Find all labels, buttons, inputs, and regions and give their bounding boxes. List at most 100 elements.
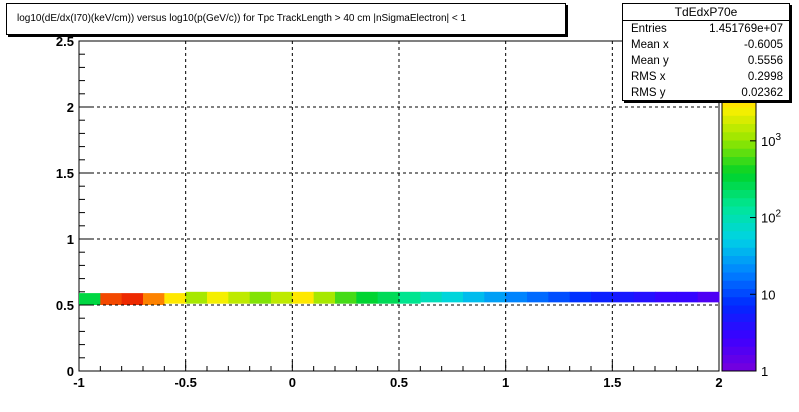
heatmap-cell bbox=[121, 293, 144, 305]
palette-cell bbox=[722, 123, 756, 133]
palette-cell bbox=[722, 98, 756, 108]
palette-cell bbox=[722, 280, 756, 289]
palette-cell bbox=[722, 354, 756, 364]
y-tick-label: 2.5 bbox=[56, 34, 74, 49]
palette-cell bbox=[722, 148, 756, 157]
heatmap-cell bbox=[655, 291, 677, 303]
heatmap-cell bbox=[612, 291, 635, 303]
palette-cell bbox=[722, 321, 756, 331]
palette-cell bbox=[722, 131, 756, 141]
heatmap-cell bbox=[185, 291, 208, 304]
y-tick-label: 1 bbox=[67, 232, 74, 247]
heatmap-cell bbox=[249, 291, 272, 304]
palette-cell bbox=[722, 214, 756, 223]
palette-cell bbox=[722, 156, 756, 166]
stats-row-rms-x: RMS x 0.2998 bbox=[623, 69, 789, 85]
heatmap-cell bbox=[228, 291, 251, 304]
stats-title: TdEdxP70e bbox=[623, 4, 789, 21]
palette-label: 102 bbox=[761, 209, 781, 226]
palette-cell bbox=[722, 313, 756, 322]
palette-cell bbox=[722, 189, 756, 199]
palette-cell bbox=[722, 239, 756, 248]
palette-cell bbox=[722, 272, 756, 281]
x-tick-labels: -1 -0.5 0 0.5 1 1.5 2 bbox=[73, 375, 722, 390]
stats-label: Mean x bbox=[631, 39, 669, 51]
x-tick-label: 2 bbox=[715, 375, 722, 390]
palette-cell bbox=[722, 338, 756, 347]
stats-value: 0.5556 bbox=[747, 55, 783, 67]
palette-cell bbox=[722, 181, 756, 190]
stats-value: 1.451769e+07 bbox=[709, 23, 783, 35]
y-tick-label: 0 bbox=[67, 364, 74, 379]
grid-lines bbox=[79, 41, 719, 371]
chart-title: log10(dE/dx(I70)(keV/cm)) versus log10(p… bbox=[17, 13, 467, 24]
stats-value: -0.6005 bbox=[743, 39, 783, 51]
palette-cell bbox=[722, 255, 756, 265]
heatmap-cell bbox=[335, 291, 357, 304]
y-tick-label: 0.5 bbox=[56, 298, 74, 313]
palette-label: 10 bbox=[761, 287, 775, 302]
heatmap-cell bbox=[569, 291, 592, 303]
heatmap-cell bbox=[292, 291, 315, 304]
stats-row-mean-y: Mean y 0.5556 bbox=[623, 53, 789, 69]
stats-value: 0.2998 bbox=[747, 71, 783, 83]
x-tick-label: -0.5 bbox=[174, 375, 196, 390]
palette-cell bbox=[722, 230, 756, 240]
stats-label: RMS y bbox=[631, 87, 666, 99]
stats-label: Entries bbox=[631, 23, 667, 35]
palette-cell bbox=[722, 247, 756, 256]
x-tick-label: 1 bbox=[502, 375, 509, 390]
heatmap-cell bbox=[463, 291, 485, 303]
heatmap-cell bbox=[548, 291, 571, 303]
stats-value: 0.02362 bbox=[741, 87, 783, 99]
palette-label: 103 bbox=[761, 132, 781, 149]
heatmap-band bbox=[79, 291, 720, 305]
stats-box: TdEdxP70e Entries 1.451769e+07 Mean x -0.6… bbox=[622, 3, 790, 101]
heatmap-cell bbox=[164, 293, 187, 304]
stats-label: Mean y bbox=[631, 55, 669, 67]
palette-cell bbox=[722, 206, 756, 215]
stats-row-entries: Entries 1.451769e+07 bbox=[623, 21, 789, 37]
heatmap-cell bbox=[79, 293, 101, 305]
heatmap-cell bbox=[356, 291, 379, 304]
heatmap-cell bbox=[207, 291, 229, 304]
palette-cell bbox=[722, 164, 756, 174]
heatmap-cell bbox=[527, 291, 549, 303]
heatmap-cell bbox=[441, 291, 464, 303]
palette-cell bbox=[722, 197, 756, 207]
x-tick-label: 1.5 bbox=[603, 375, 621, 390]
heatmap-cell bbox=[271, 291, 293, 304]
palette-cell bbox=[722, 115, 756, 124]
heatmap-cell bbox=[697, 291, 720, 303]
stats-row-rms-y: RMS y 0.02362 bbox=[623, 85, 789, 101]
palette-cell bbox=[722, 173, 756, 182]
palette-label: 1 bbox=[761, 364, 768, 379]
heatmap-cell bbox=[420, 291, 443, 303]
palette-cell bbox=[722, 346, 756, 355]
y-tick-labels: 0 0.5 1 1.5 2 2.5 bbox=[56, 34, 74, 379]
x-tick-label: -1 bbox=[73, 375, 85, 390]
palette-cell bbox=[722, 329, 756, 339]
stats-row-mean-x: Mean x -0.6005 bbox=[623, 37, 789, 53]
stats-label: RMS x bbox=[631, 71, 666, 83]
axis-ticks bbox=[78, 40, 720, 372]
y-tick-label: 1.5 bbox=[56, 166, 74, 181]
palette-cell bbox=[722, 222, 756, 232]
palette-cell bbox=[722, 107, 756, 116]
heatmap-cell bbox=[505, 291, 528, 303]
heatmap-cell bbox=[313, 291, 336, 304]
palette-cell bbox=[722, 263, 756, 273]
palette-cell bbox=[722, 305, 756, 314]
heatmap-cell bbox=[143, 293, 165, 305]
palette-cell bbox=[722, 296, 756, 306]
heatmap-cell bbox=[591, 291, 613, 303]
y-tick-label: 2 bbox=[67, 100, 74, 115]
title-box: log10(dE/dx(I70)(keV/cm)) versus log10(p… bbox=[6, 3, 566, 35]
heatmap-cell bbox=[484, 291, 507, 303]
heatmap-cell bbox=[399, 291, 421, 304]
x-tick-label: 0 bbox=[289, 375, 296, 390]
palette-cell bbox=[722, 362, 756, 372]
palette-cell bbox=[722, 140, 756, 149]
heatmap-cell bbox=[633, 291, 656, 303]
